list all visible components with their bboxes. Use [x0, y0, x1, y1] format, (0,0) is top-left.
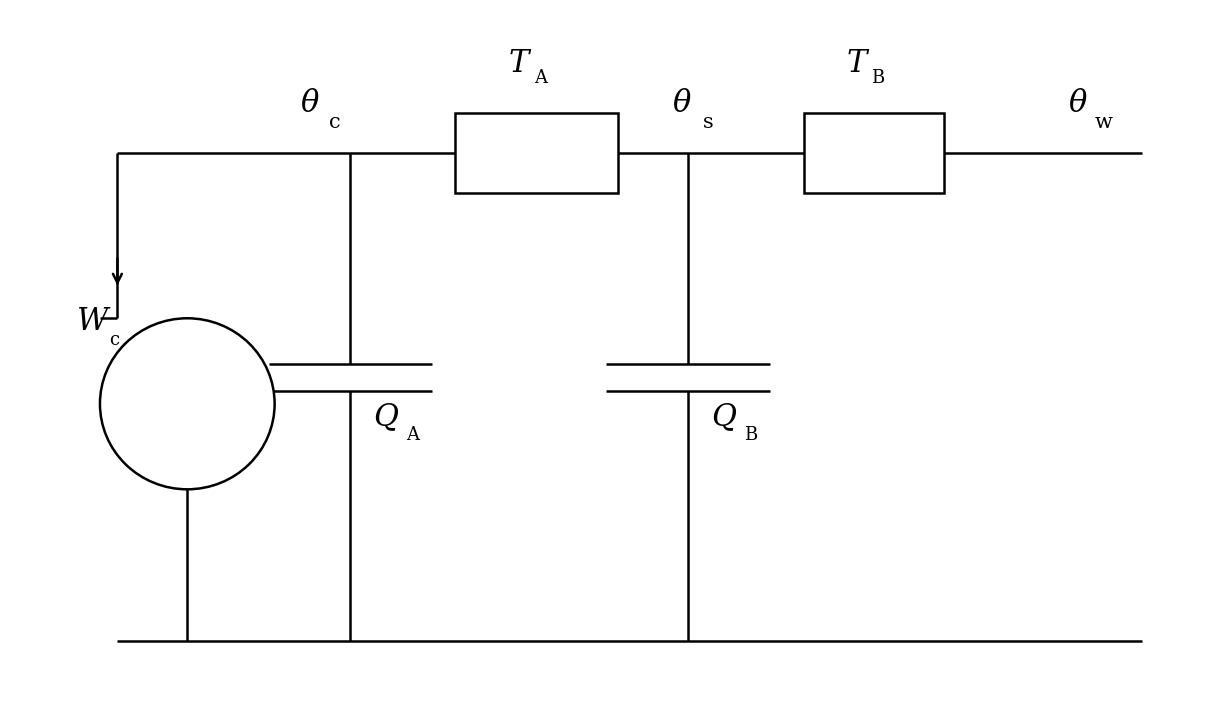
Text: θ: θ — [673, 88, 691, 119]
Text: T: T — [847, 48, 867, 79]
Text: B: B — [871, 69, 884, 88]
Text: w: w — [1095, 112, 1112, 131]
Text: T: T — [509, 48, 529, 79]
Text: θ: θ — [301, 88, 319, 119]
Text: s: s — [702, 112, 713, 131]
Text: Q: Q — [374, 402, 399, 432]
Text: W: W — [76, 306, 108, 337]
Text: c: c — [109, 331, 119, 349]
Text: Q: Q — [711, 402, 736, 432]
Text: B: B — [744, 426, 757, 444]
Text: c: c — [330, 112, 341, 131]
Text: A: A — [406, 426, 420, 444]
Bar — [455, 114, 619, 192]
Text: θ: θ — [1069, 88, 1087, 119]
Ellipse shape — [99, 318, 274, 489]
Text: A: A — [534, 69, 547, 88]
Bar — [804, 114, 944, 192]
